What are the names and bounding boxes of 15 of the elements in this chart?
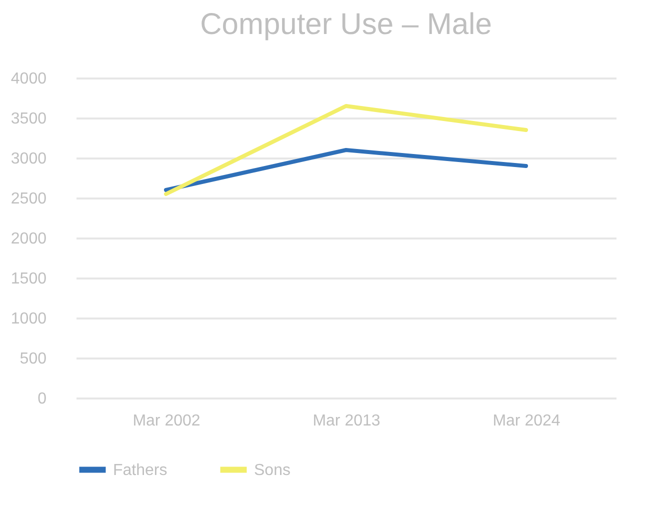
y-tick-label: 0	[38, 390, 47, 408]
y-tick-label: 3500	[10, 110, 47, 128]
y-tick-label: 2500	[10, 190, 47, 208]
y-tick-label: 2000	[10, 230, 47, 248]
x-tick-label: Mar 2002	[132, 412, 200, 430]
x-tick-label: Mar 2024	[492, 412, 560, 430]
y-tick-label: 1500	[10, 270, 47, 288]
legend-label: Sons	[254, 462, 290, 479]
x-tick-label: Mar 2013	[312, 412, 380, 430]
chart-title: Computer Use – Male	[200, 8, 492, 41]
y-tick-label: 4000	[10, 70, 47, 88]
y-tick-label: 500	[20, 350, 47, 368]
legend-label: Fathers	[113, 462, 168, 479]
y-tick-label: 1000	[10, 310, 47, 328]
y-tick-label: 3000	[10, 150, 47, 168]
